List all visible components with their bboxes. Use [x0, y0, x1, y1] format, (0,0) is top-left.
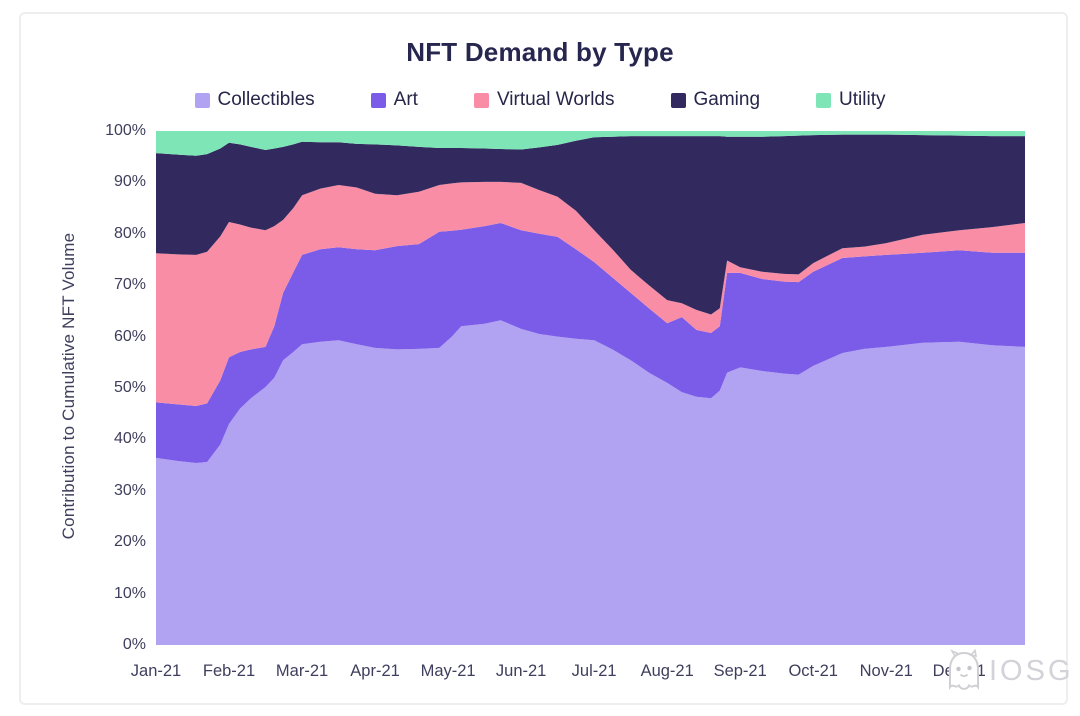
x-tick-label: Oct-21	[788, 662, 838, 680]
chart-title: NFT Demand by Type	[406, 37, 674, 67]
y-tick-label: 10%	[113, 584, 146, 602]
ghost-mascot-icon	[949, 649, 979, 690]
chart-legend: Collectibles Art Virtual Worlds Gaming Utili…	[30, 89, 1050, 111]
legend-swatch-utility	[816, 92, 832, 108]
legend-label: Utility	[839, 89, 886, 110]
legend-item-gaming: Gaming	[670, 89, 761, 111]
area-series-utility	[156, 131, 1025, 156]
y-tick-label: 60%	[113, 327, 146, 345]
legend-swatch-art	[370, 92, 386, 108]
legend-swatch-virtual-worlds	[473, 92, 489, 108]
x-tick-label: Sep-21	[713, 662, 767, 680]
y-tick-label: 80%	[113, 224, 146, 242]
x-tick-label: Mar-21	[275, 662, 329, 680]
x-tick-label: Apr-21	[350, 662, 400, 680]
legend-label: Collectibles	[217, 89, 315, 110]
area-series-art	[156, 223, 1025, 463]
watermark: IOSG	[943, 648, 1074, 694]
y-tick-label: 100%	[105, 122, 146, 139]
x-tick-label: Jan-21	[130, 662, 182, 680]
x-tick-label: Jun-21	[495, 662, 547, 680]
legend-item-utility: Utility	[816, 89, 885, 111]
y-tick-label: 0%	[122, 636, 146, 653]
legend-swatch-collectibles	[194, 92, 210, 108]
y-tick-label: 90%	[113, 173, 146, 191]
x-tick-label: May-21	[420, 662, 476, 680]
watermark-text: IOSG	[989, 654, 1074, 687]
x-tick-label: Feb-21	[202, 662, 256, 680]
legend-swatch-gaming	[670, 92, 686, 108]
y-tick-label: 40%	[113, 430, 146, 448]
legend-label: Art	[393, 89, 418, 110]
y-tick-label: 30%	[113, 481, 146, 499]
x-tick-label: Nov-21	[859, 662, 913, 680]
legend-item-art: Art	[370, 89, 418, 111]
y-tick-label: 20%	[113, 533, 146, 551]
legend-label: Gaming	[693, 89, 761, 110]
area-series-gaming	[156, 134, 1025, 315]
legend-label: Virtual Worlds	[496, 89, 615, 110]
area-series-virtual-worlds	[156, 181, 1025, 406]
y-tick-label: 70%	[113, 276, 146, 294]
y-tick-label: 50%	[113, 379, 146, 396]
x-tick-label: Aug-21	[640, 662, 694, 680]
legend-item-virtual-worlds: Virtual Worlds	[473, 89, 615, 111]
area-series-collectibles	[156, 320, 1025, 645]
x-tick-label: Jul-21	[571, 662, 617, 680]
legend-item-collectibles: Collectibles	[194, 89, 315, 111]
